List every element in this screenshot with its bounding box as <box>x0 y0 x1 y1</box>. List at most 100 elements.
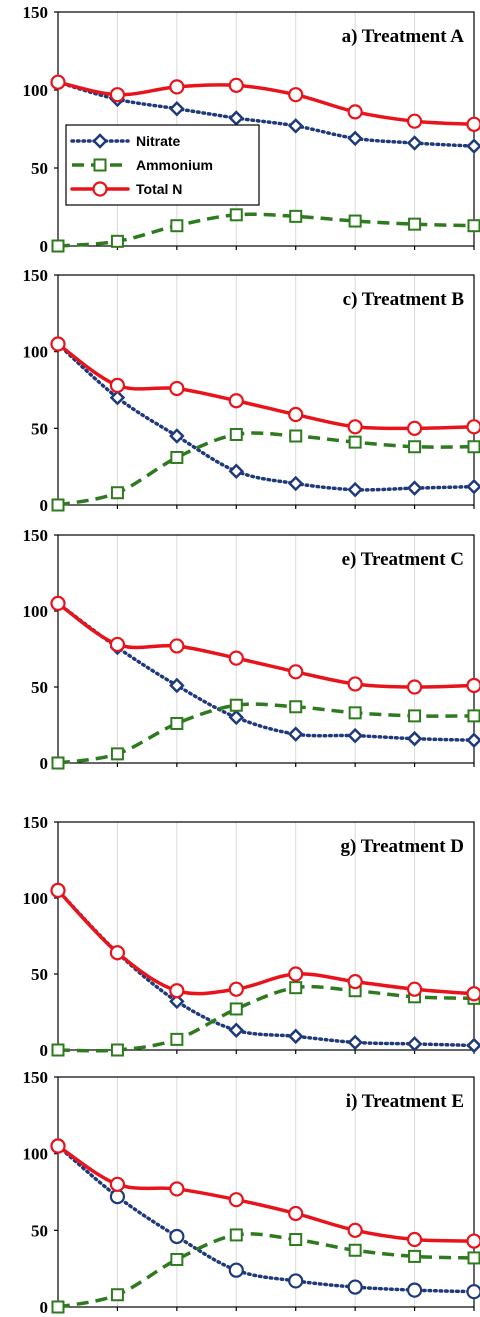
series-line-nitrate <box>56 1144 476 1294</box>
y-tick-label: 100 <box>23 1145 49 1164</box>
data-point-ammonium <box>51 239 65 253</box>
data-point-nitrate <box>287 726 304 742</box>
data-point-nitrate <box>169 428 185 444</box>
data-point-total-n <box>466 677 480 694</box>
data-point-ammonium <box>170 1032 184 1046</box>
panel-title: c) Treatment B <box>343 289 465 310</box>
data-point-total-n <box>228 650 244 666</box>
data-point-ammonium <box>229 208 243 222</box>
data-point-nitrate <box>466 732 480 748</box>
data-point-nitrate <box>287 475 304 492</box>
series-nitrate <box>50 336 480 498</box>
data-point-total-n <box>109 87 126 103</box>
data-point-nitrate <box>466 478 480 495</box>
series-total-n <box>50 336 480 436</box>
data-point-total-n <box>406 679 423 695</box>
data-point-ammonium <box>408 709 422 723</box>
data-point-nitrate <box>287 1028 304 1045</box>
data-point-total-n <box>466 986 480 1002</box>
series-line-total-n <box>56 888 476 996</box>
data-point-total-n <box>109 377 126 393</box>
data-point-total-n <box>109 1176 126 1192</box>
data-point-ammonium <box>467 1251 480 1265</box>
data-point-ammonium <box>467 440 480 454</box>
data-point-total-n <box>109 945 126 961</box>
data-point-nitrate <box>228 463 245 480</box>
y-tick-label: 150 <box>23 266 49 285</box>
legend-swatch-marker <box>92 181 108 197</box>
series-nitrate <box>50 1138 480 1300</box>
y-tick-label: 0 <box>40 754 49 773</box>
data-point-nitrate <box>287 118 304 134</box>
data-point-total-n <box>288 966 304 982</box>
data-point-total-n <box>347 104 363 120</box>
data-point-nitrate <box>406 480 423 496</box>
data-point-ammonium <box>348 435 362 449</box>
y-tick-label: 0 <box>40 237 49 256</box>
data-point-total-n <box>347 676 363 692</box>
data-point-total-n <box>228 77 244 93</box>
data-point-total-n <box>169 79 185 95</box>
data-point-ammonium <box>110 486 124 500</box>
data-point-nitrate <box>406 1282 423 1298</box>
series-total-n <box>50 882 480 1002</box>
data-point-ammonium <box>110 1043 124 1057</box>
data-point-ammonium <box>348 706 362 720</box>
plot-frame <box>57 821 475 1051</box>
y-tick-label: 100 <box>23 343 49 362</box>
data-point-nitrate <box>169 100 185 117</box>
data-point-ammonium <box>289 209 303 223</box>
data-point-nitrate <box>466 138 480 154</box>
data-point-total-n <box>406 981 423 997</box>
data-point-nitrate <box>347 727 363 744</box>
y-tick-label: 0 <box>40 1298 49 1317</box>
y-tick-label: 100 <box>23 889 49 908</box>
data-point-ammonium <box>229 1228 243 1242</box>
panel-title: e) Treatment C <box>342 549 464 570</box>
chart-panel-4: 0 50 100 150 g) Treatment D <box>23 813 480 1060</box>
legend-label: Total N <box>136 181 182 197</box>
legend-label: Nitrate <box>136 133 181 149</box>
data-point-nitrate <box>466 1284 480 1300</box>
series-line-nitrate <box>56 888 476 1048</box>
data-point-nitrate <box>406 1036 423 1052</box>
series-nitrate <box>50 595 480 748</box>
data-point-total-n <box>406 113 423 129</box>
data-point-ammonium <box>408 217 422 231</box>
chart-panel-5: 0 50 100 150 i) Treatment E <box>23 1068 480 1317</box>
data-point-ammonium <box>467 709 480 723</box>
data-point-nitrate <box>228 709 245 726</box>
data-point-ammonium <box>110 1288 124 1302</box>
series-ammonium <box>51 208 480 253</box>
chart-panel-3: 0 50 100 150 e) Treatment C <box>23 526 480 773</box>
data-point-ammonium <box>408 440 422 454</box>
data-point-nitrate <box>169 677 185 694</box>
data-point-ammonium <box>110 234 124 248</box>
series-line-ammonium <box>57 431 475 507</box>
series-ammonium <box>51 427 480 512</box>
panel-title: g) Treatment D <box>341 836 464 857</box>
data-point-nitrate <box>109 1188 126 1205</box>
legend-swatch-marker <box>93 158 107 172</box>
data-point-total-n <box>109 636 126 653</box>
data-point-ammonium <box>170 450 184 464</box>
y-tick-label: 50 <box>31 965 48 984</box>
data-point-ammonium <box>229 427 243 441</box>
y-tick-label: 0 <box>40 1041 49 1060</box>
plot-frame <box>57 274 475 506</box>
data-point-nitrate <box>228 110 245 126</box>
data-point-total-n <box>288 406 304 423</box>
y-tick-label: 50 <box>31 1221 48 1240</box>
data-point-total-n <box>50 882 66 899</box>
y-tick-label: 0 <box>40 496 49 515</box>
data-point-nitrate <box>406 135 423 151</box>
series-ammonium <box>51 698 480 770</box>
series-ammonium <box>51 1228 480 1314</box>
series-line-nitrate <box>56 342 476 492</box>
legend: Nitrate Ammonium Total N <box>65 124 260 206</box>
data-point-ammonium <box>289 981 303 995</box>
data-point-total-n <box>228 393 244 409</box>
legend-item-total-n: Total N <box>70 181 182 197</box>
chart-panel-1: 0 50 100 150 a) Treatment A Nitrate Ammonium To… <box>23 3 480 256</box>
data-point-nitrate <box>406 730 423 747</box>
